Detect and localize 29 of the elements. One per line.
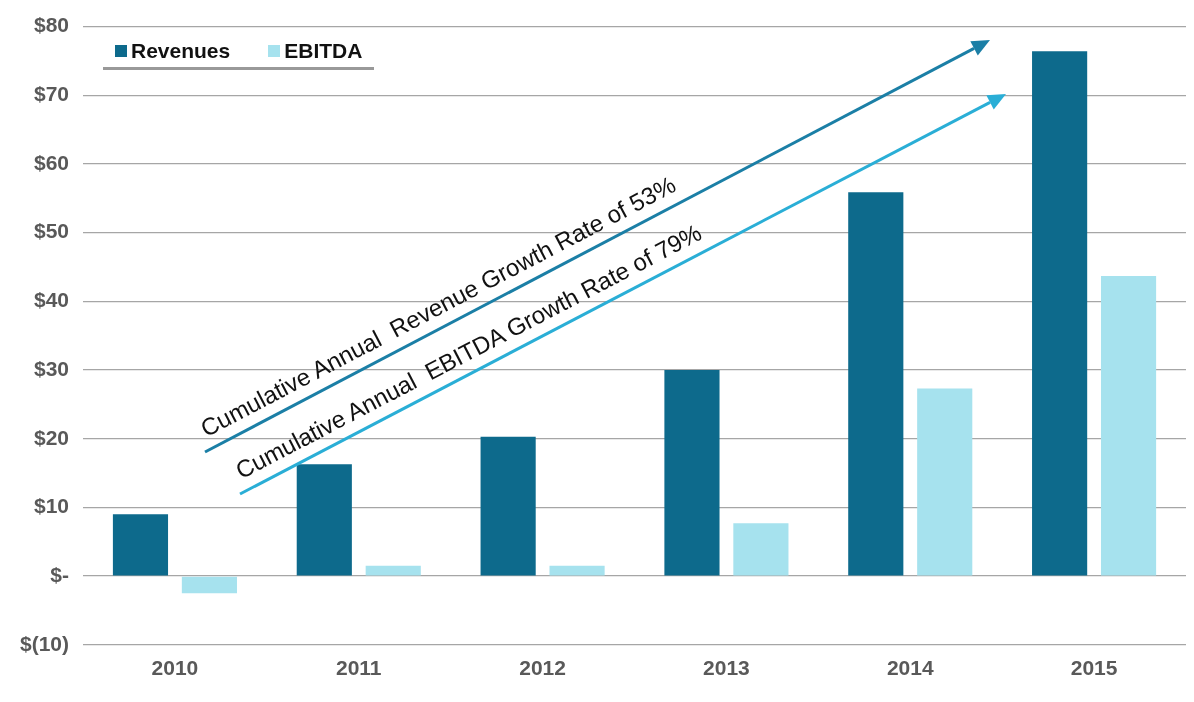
bar	[1032, 51, 1088, 576]
y-tick-label: $50	[33, 219, 70, 243]
y-tick-label: $-	[50, 562, 70, 586]
y-tick-label: $80	[33, 13, 70, 37]
bar	[480, 436, 536, 576]
bar	[733, 523, 789, 576]
y-tick-label: $30	[33, 356, 70, 380]
y-tick-label: $10	[33, 494, 70, 518]
y-tick-label: $20	[33, 425, 70, 449]
x-tick-label: 2015	[1070, 656, 1118, 680]
y-tick-label: $60	[33, 150, 70, 174]
y-tick-label: $70	[33, 82, 70, 106]
y-tick-label: $(10)	[19, 631, 70, 655]
bar	[848, 192, 904, 576]
x-tick-label: 2012	[519, 656, 566, 680]
bar	[181, 576, 237, 594]
x-tick-label: 2010	[151, 656, 199, 680]
bar	[549, 565, 605, 576]
x-tick-label: 2013	[703, 656, 750, 680]
legend-label: EBITDA	[284, 38, 363, 63]
bar	[917, 388, 973, 576]
legend-label: Revenues	[131, 38, 231, 63]
x-tick-label: 2011	[335, 656, 382, 680]
bar	[1100, 275, 1157, 576]
bar	[112, 514, 169, 576]
bar	[664, 370, 720, 576]
x-tick-label: 2014	[886, 656, 934, 680]
bar	[365, 565, 421, 576]
y-tick-label: $40	[33, 288, 70, 312]
